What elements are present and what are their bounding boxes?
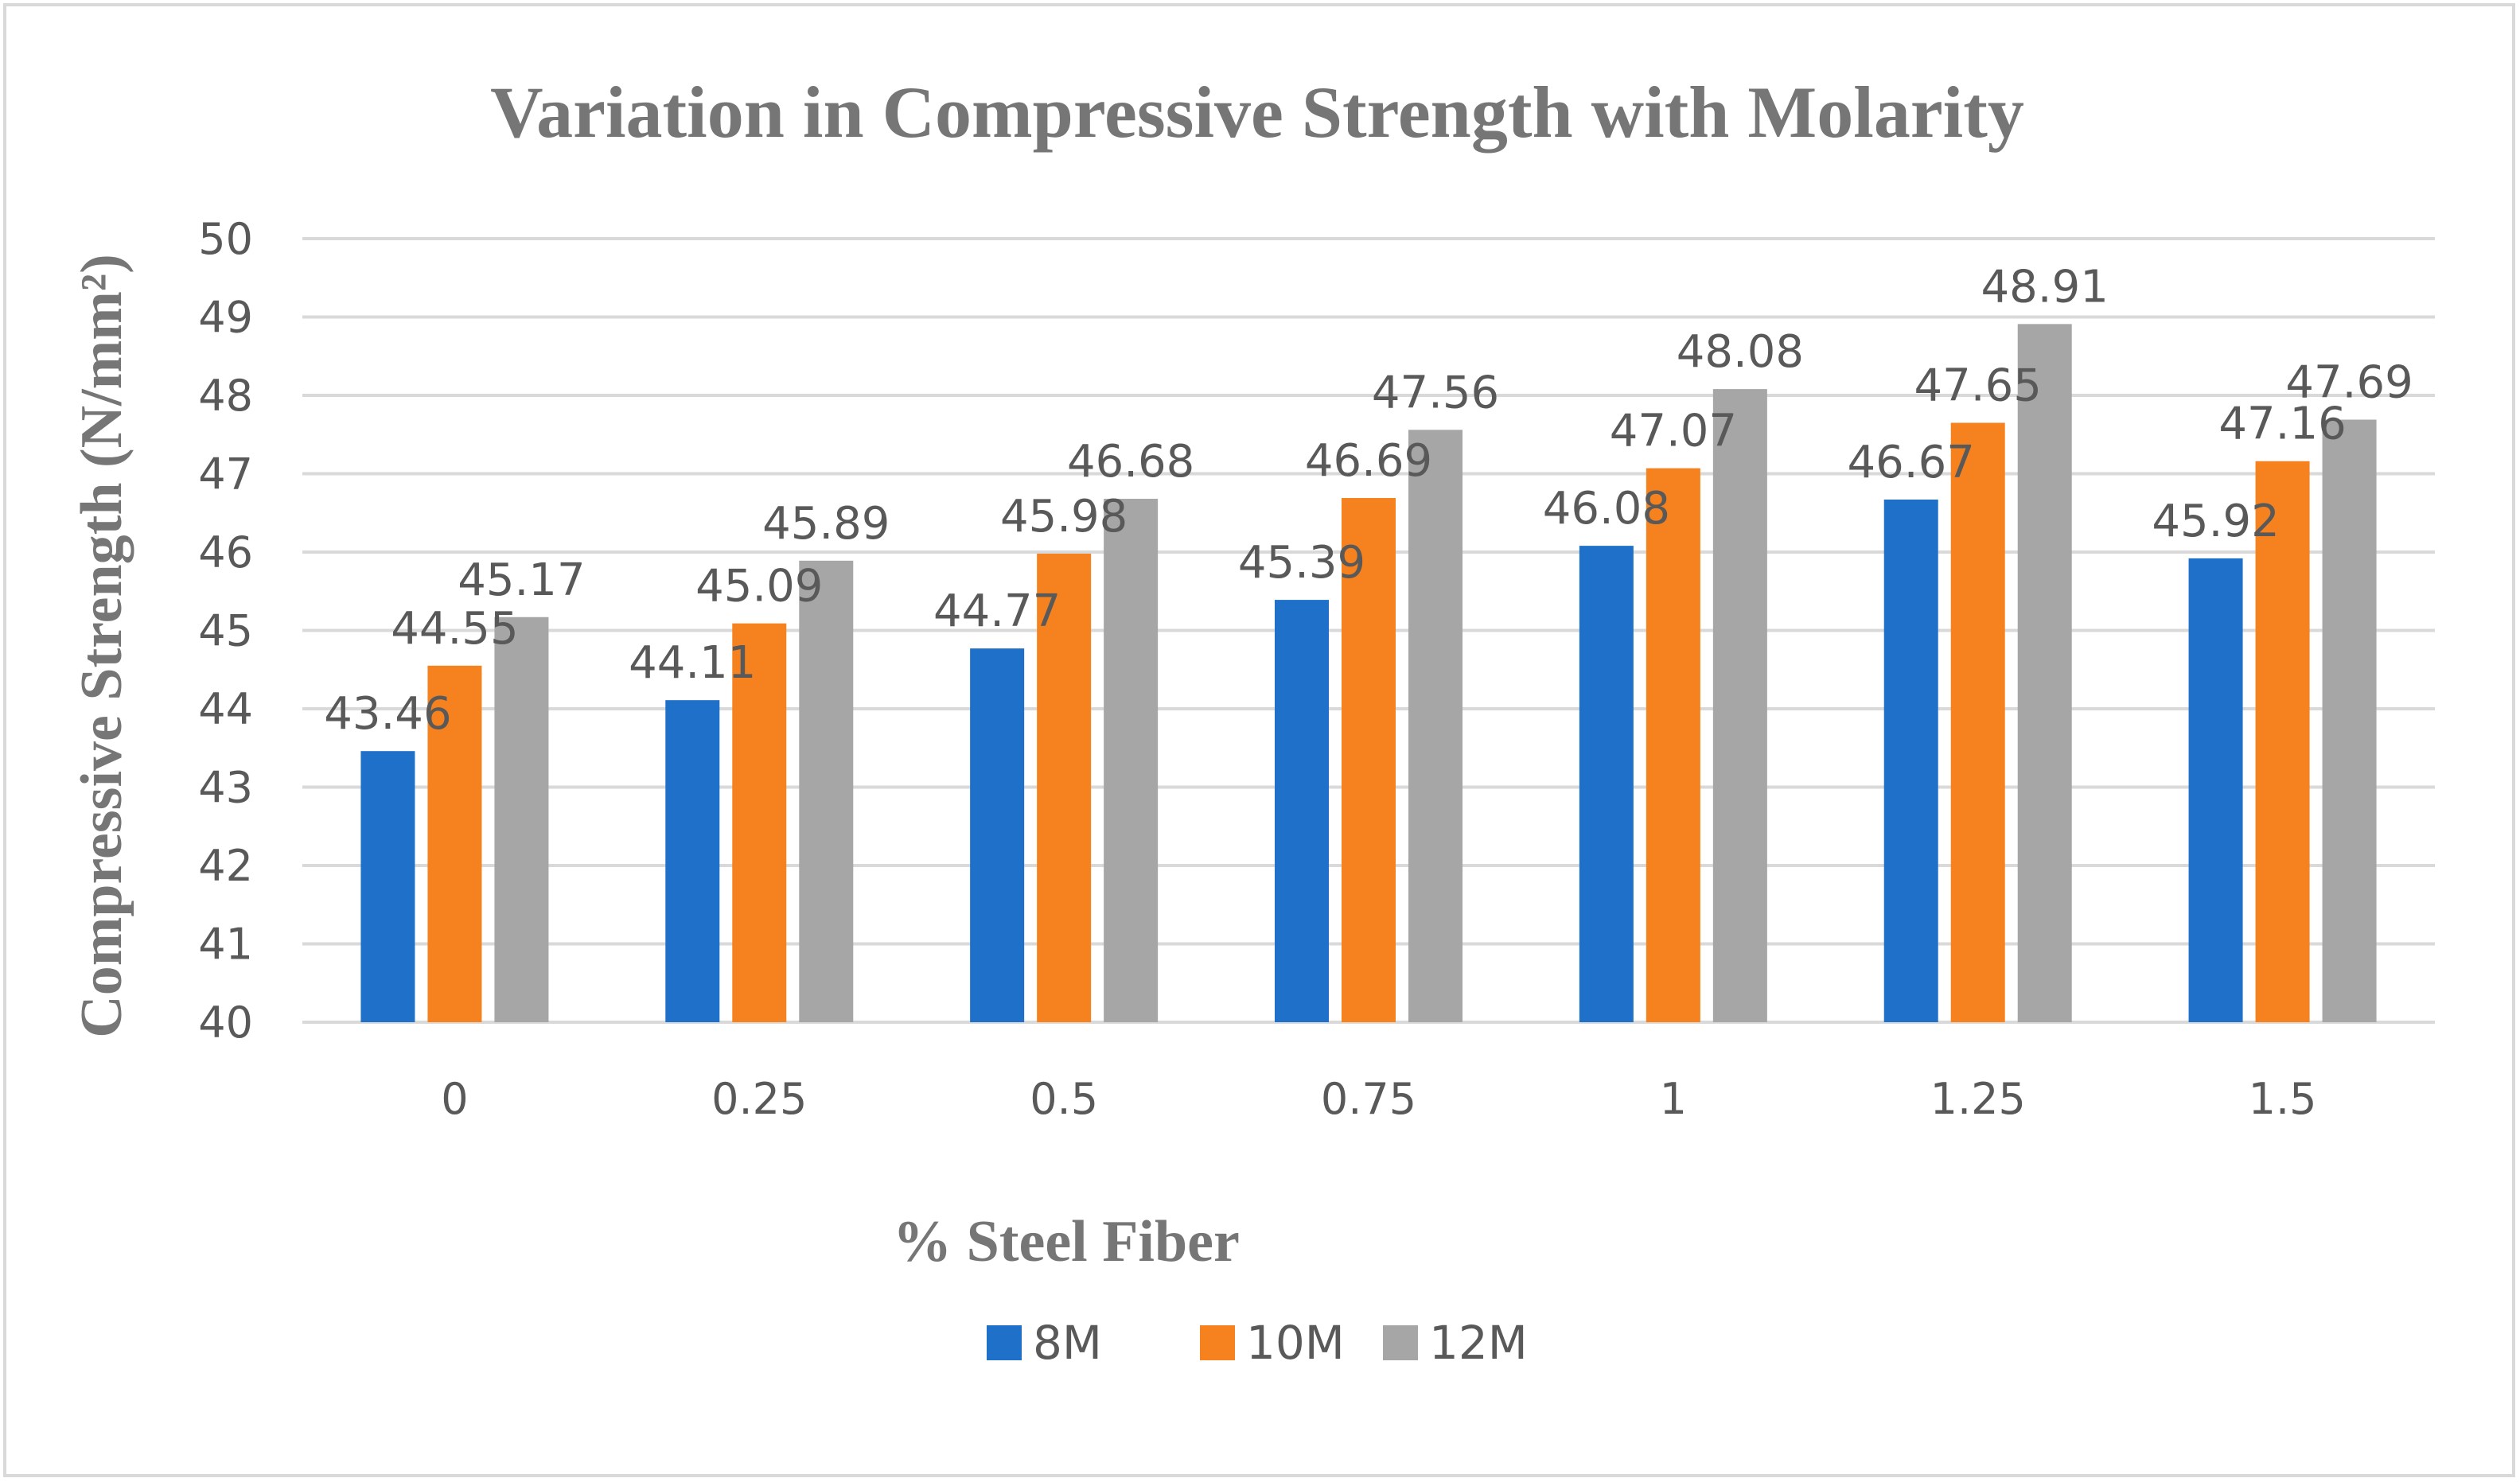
bars <box>360 324 2377 1022</box>
bar-10M-1 <box>1646 468 1700 1022</box>
x-axis-title: % Steel Fiber <box>893 1209 1240 1274</box>
bar-10M-0 <box>427 665 482 1022</box>
y-tick-label: 44 <box>198 684 253 734</box>
bar-8M-1.25 <box>1883 500 1938 1022</box>
data-label-12M-1.5: 47.69 <box>2285 357 2413 409</box>
x-tick-label: 1.5 <box>2249 1074 2317 1124</box>
data-label-8M-1.25: 46.67 <box>1848 437 1975 488</box>
x-axis-ticks: 0 0.25 0.5 0.75 1 1.25 1.5 <box>441 1074 2316 1124</box>
bar-8M-1 <box>1579 546 1634 1022</box>
x-tick-label: 1.25 <box>1930 1074 2026 1124</box>
y-tick-label: 50 <box>198 214 253 264</box>
bar-12M-0.5 <box>1104 499 1159 1022</box>
y-tick-label: 43 <box>198 763 253 813</box>
data-label-8M-0.75: 45.39 <box>1238 537 1365 589</box>
y-tick-label: 46 <box>198 527 253 578</box>
data-label-10M-0.75: 46.69 <box>1305 435 1432 487</box>
data-label-12M-0.25: 45.89 <box>762 498 890 550</box>
bar-10M-1.25 <box>1950 422 2005 1022</box>
bar-10M-0.25 <box>732 623 787 1022</box>
data-label-12M-0: 45.17 <box>458 554 585 606</box>
x-tick-label: 0 <box>441 1074 468 1124</box>
data-label-10M-1.25: 47.65 <box>1914 360 2042 411</box>
gridlines <box>302 237 2435 1024</box>
bar-12M-1.25 <box>2017 324 2072 1022</box>
data-label-10M-0.25: 45.09 <box>695 561 823 613</box>
bar-10M-0.5 <box>1037 553 1092 1022</box>
legend-label-12M: 12M <box>1429 1316 1528 1370</box>
data-label-8M-0.25: 44.11 <box>629 637 756 689</box>
data-label-10M-1: 47.07 <box>1610 406 1737 457</box>
legend-swatch-12M <box>1383 1325 1418 1360</box>
legend-swatch-10M <box>1200 1325 1235 1360</box>
y-tick-label: 40 <box>198 998 253 1048</box>
bar-8M-0.5 <box>970 648 1025 1022</box>
legend-swatch-8M <box>987 1325 1022 1360</box>
legend-label-8M: 8M <box>1033 1316 1102 1370</box>
y-tick-label: 47 <box>198 449 253 500</box>
data-label-8M-1.5: 45.92 <box>2152 496 2279 547</box>
chart-frame <box>3 3 2515 1477</box>
data-label-10M-0: 44.55 <box>391 603 518 655</box>
y-tick-label: 41 <box>198 920 253 970</box>
y-tick-label: 48 <box>198 371 253 421</box>
bar-8M-1.5 <box>2188 558 2243 1022</box>
data-label-12M-1: 48.08 <box>1677 326 1804 378</box>
x-tick-label: 0.75 <box>1321 1074 1416 1124</box>
bar-12M-0.25 <box>799 560 854 1022</box>
x-tick-label: 1 <box>1660 1074 1687 1124</box>
legend: 8M 10M 12M <box>987 1316 1528 1370</box>
x-tick-label: 0.25 <box>711 1074 807 1124</box>
bar-12M-1 <box>1712 389 1767 1022</box>
bar-12M-1.5 <box>2322 419 2377 1022</box>
y-tick-label: 45 <box>198 606 253 656</box>
bar-10M-1.5 <box>2255 461 2310 1022</box>
legend-label-10M: 10M <box>1246 1316 1345 1370</box>
y-tick-label: 49 <box>198 293 253 343</box>
x-tick-label: 0.5 <box>1030 1074 1098 1124</box>
bar-8M-0.75 <box>1275 600 1329 1022</box>
data-label-8M-0.5: 44.77 <box>933 585 1061 637</box>
y-axis-ticks: 40 41 42 43 44 45 46 47 48 49 50 <box>198 214 253 1048</box>
bar-8M-0 <box>360 751 415 1022</box>
bar-12M-0.75 <box>1408 430 1463 1022</box>
data-label-12M-1.25: 48.91 <box>1981 261 2109 313</box>
data-label-12M-0.75: 47.56 <box>1372 367 1499 418</box>
chart-title: Variation in Compressive Strength with M… <box>490 72 2024 153</box>
bar-10M-0.75 <box>1342 498 1396 1022</box>
data-label-10M-0.5: 45.98 <box>1000 491 1128 543</box>
data-label-8M-1: 46.08 <box>1543 483 1670 535</box>
y-axis-title: Compressive Strength (N/mm²) <box>69 254 134 1037</box>
bar-8M-0.25 <box>665 700 720 1022</box>
bar-12M-0 <box>494 617 549 1022</box>
y-tick-label: 42 <box>198 841 253 891</box>
data-label-8M-0: 43.46 <box>324 688 451 740</box>
data-label-10M-1.5: 47.16 <box>2218 399 2346 450</box>
data-label-12M-0.5: 46.68 <box>1067 436 1194 488</box>
